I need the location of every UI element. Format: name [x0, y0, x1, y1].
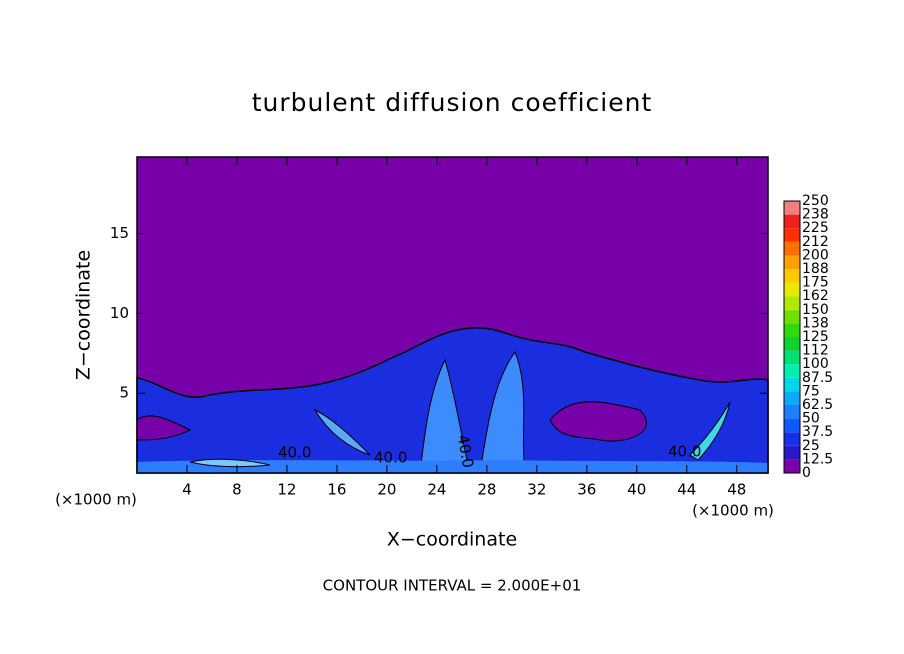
colorbar-label: 138 — [802, 315, 829, 331]
x-tick-label: 20 — [377, 481, 396, 499]
colorbar-bin — [784, 364, 800, 378]
colorbar-bin — [784, 255, 800, 269]
colorbar-bin — [784, 445, 800, 460]
contour-label: 40.0 — [454, 433, 478, 469]
footer: CONTOUR INTERVAL = 2.000E+01 — [323, 577, 582, 595]
colorbar-bin — [784, 296, 800, 310]
x-tick-label: 16 — [327, 481, 346, 499]
x-tick-label: 36 — [577, 481, 596, 499]
colorbar-bin — [784, 377, 800, 392]
colorbar-bin — [784, 241, 800, 256]
field-region — [136, 415, 192, 441]
x-tick-label: 12 — [277, 481, 296, 499]
x-tick-label: 4 — [182, 481, 192, 499]
y-tick-label: 5 — [119, 384, 129, 402]
colorbar-bin — [784, 459, 800, 473]
field-region — [189, 458, 271, 468]
colorbar-label: 0 — [802, 465, 811, 481]
x-axis-label: X−coordinate — [387, 529, 517, 551]
field-region — [689, 401, 731, 461]
x-unit: (×1000 m) — [55, 491, 137, 509]
x-tick-label: 48 — [727, 481, 746, 499]
x-tick-label: 44 — [677, 481, 696, 499]
contour-label: 40.0 — [278, 444, 311, 462]
colorbar-bin — [784, 405, 800, 419]
contour-label: 40.0 — [668, 443, 701, 461]
colorbar-label: 112 — [802, 343, 829, 359]
field-region — [419, 358, 471, 474]
x-tick-label: 40 — [627, 481, 646, 499]
colorbar-label: 188 — [802, 261, 829, 277]
colorbar-label: 12.5 — [802, 451, 833, 467]
colorbar-bin — [784, 282, 800, 297]
colorbar-label: 87.5 — [802, 370, 833, 386]
y-tick-label: 10 — [110, 304, 129, 322]
x-unit: (×1000 m) — [692, 502, 774, 520]
x-tick-label: 24 — [427, 481, 446, 499]
colorbar-label: 250 — [802, 193, 829, 209]
colorbar-label: 62.5 — [802, 397, 833, 413]
colorbar-bin — [784, 337, 800, 351]
colorbar-label: 75 — [802, 383, 820, 399]
colorbar-label: 225 — [802, 220, 829, 236]
colorbar-label: 100 — [802, 356, 829, 372]
x-tick-label: 8 — [232, 481, 242, 499]
y-tick-label: 15 — [110, 224, 129, 242]
field — [136, 157, 769, 474]
x-tick-label: 28 — [477, 481, 496, 499]
plot-frame — [136, 156, 769, 474]
field-region — [479, 350, 526, 474]
colorbar-bin — [784, 228, 800, 242]
colorbar-label: 212 — [802, 234, 829, 250]
colorbar-label: 175 — [802, 275, 829, 291]
colorbar-bin — [784, 350, 800, 365]
colorbar-label: 125 — [802, 329, 829, 345]
colorbar-bin — [784, 201, 800, 215]
field-region — [313, 408, 371, 456]
x-tick-label: 32 — [527, 481, 546, 499]
colorbar-bin — [784, 418, 800, 433]
colorbar-bin — [784, 309, 800, 324]
field-region — [549, 401, 647, 442]
field-region — [137, 460, 768, 473]
y-axis-label: Z−coordinate — [73, 250, 95, 380]
colorbar-label: 238 — [802, 207, 829, 223]
colorbar-bin — [784, 323, 800, 337]
colorbar-label: 200 — [802, 247, 829, 263]
colorbar-label: 162 — [802, 288, 829, 304]
colorbar-label: 50 — [802, 411, 820, 427]
colorbar-bin — [784, 214, 800, 229]
chart-title: turbulent diffusion coefficient — [252, 88, 653, 117]
colorbar-bin — [784, 269, 800, 283]
colorbar-label: 37.5 — [802, 424, 833, 440]
colorbar-bin — [784, 432, 800, 446]
colorbar-bin — [784, 391, 800, 405]
colorbar-frame — [783, 200, 801, 474]
colorbar-label: 25 — [802, 438, 820, 454]
colorbar-label: 150 — [802, 302, 829, 318]
contour-label: 40.0 — [374, 449, 407, 467]
